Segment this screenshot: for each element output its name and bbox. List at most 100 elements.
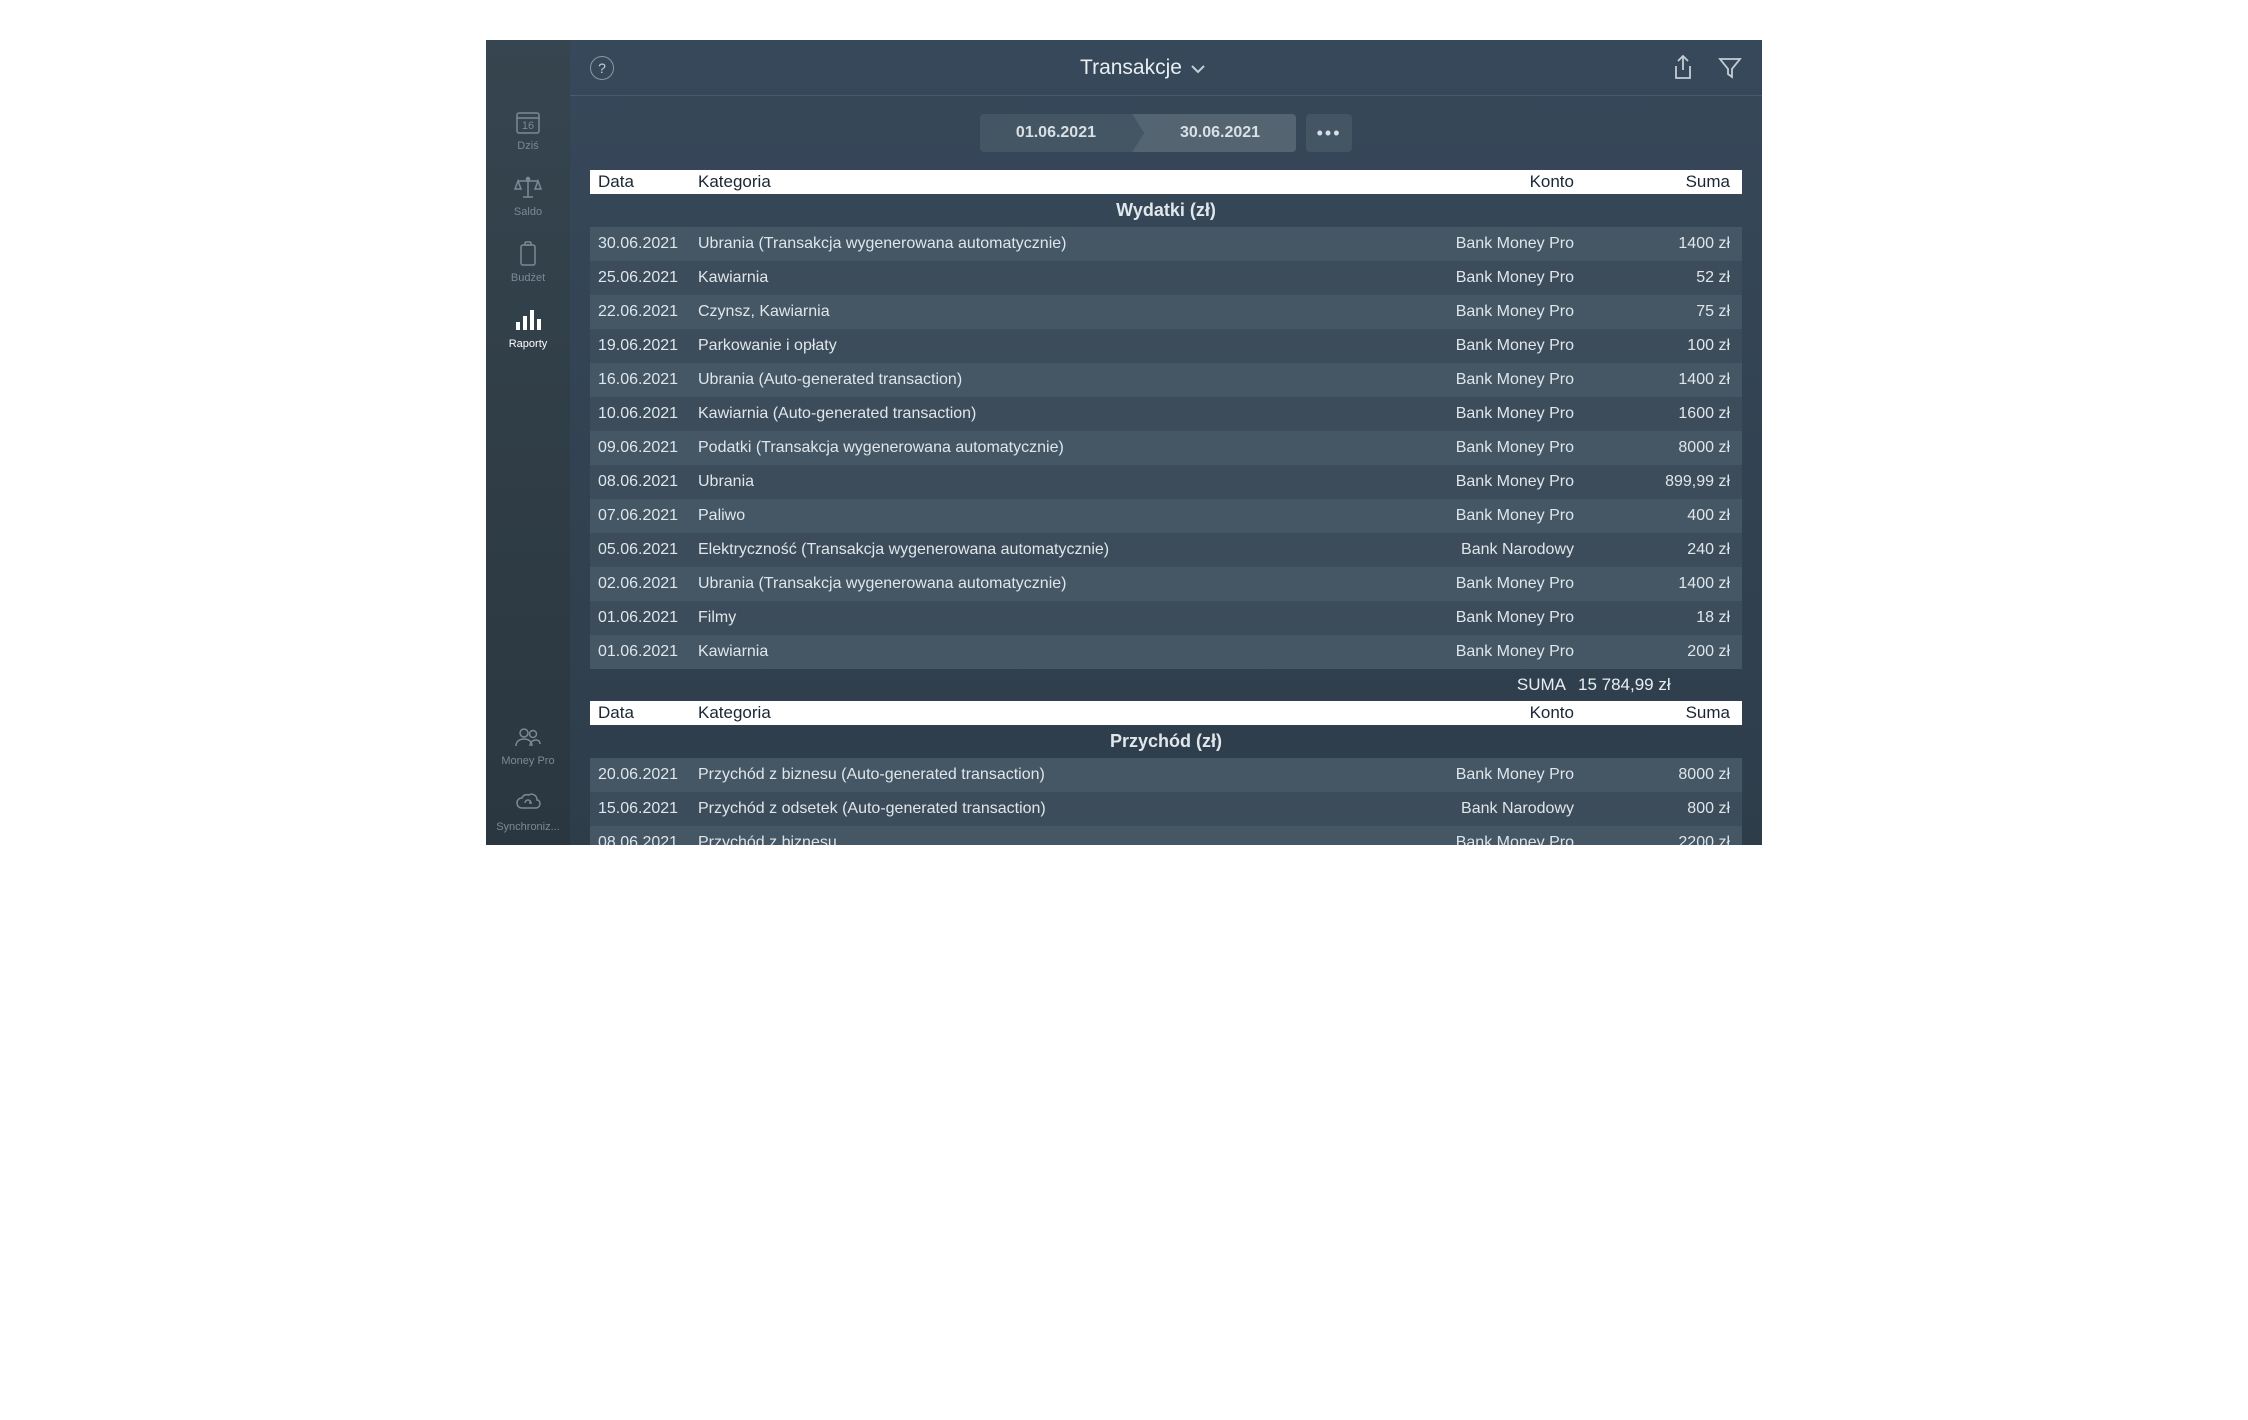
transaction-row[interactable]: 16.06.2021 Ubrania (Auto-generated trans… xyxy=(590,363,1742,397)
date-end[interactable]: 30.06.2021 xyxy=(1132,114,1296,152)
cell-category: Podatki (Transakcja wygenerowana automat… xyxy=(698,439,1424,457)
col-header-category: Kategoria xyxy=(698,703,1424,723)
date-start[interactable]: 01.06.2021 xyxy=(980,114,1132,152)
title-dropdown[interactable]: Transakcje xyxy=(614,56,1672,80)
section-title: Wydatki (zł) xyxy=(590,194,1742,227)
section-total-row: SUMA 15 784,99 zł xyxy=(590,669,1742,701)
share-button[interactable] xyxy=(1672,55,1694,81)
transaction-row[interactable]: 25.06.2021 Kawiarnia Bank Money Pro 52 z… xyxy=(590,261,1742,295)
cell-account: Bank Money Pro xyxy=(1424,405,1574,423)
column-header-row: Data Kategoria Konto Suma xyxy=(590,701,1742,725)
col-header-sum: Suma xyxy=(1574,172,1734,192)
scales-icon xyxy=(514,174,542,202)
sidebar-item-budget[interactable]: Budżet xyxy=(486,230,570,296)
cell-date: 07.06.2021 xyxy=(598,507,698,525)
filter-button[interactable] xyxy=(1718,56,1742,80)
sidebar-item-today[interactable]: 16 Dziś xyxy=(486,98,570,164)
cell-sum: 8000 zł xyxy=(1574,439,1734,457)
date-range-selector: 01.06.2021 30.06.2021 xyxy=(980,114,1296,152)
cell-category: Kawiarnia xyxy=(698,269,1424,287)
cell-account: Bank Money Pro xyxy=(1424,371,1574,389)
sidebar-item-reports[interactable]: Raporty xyxy=(486,296,570,362)
transaction-row[interactable]: 05.06.2021 Elektryczność (Transakcja wyg… xyxy=(590,533,1742,567)
people-icon xyxy=(514,723,542,751)
transaction-row[interactable]: 01.06.2021 Filmy Bank Money Pro 18 zł xyxy=(590,601,1742,635)
cell-sum: 800 zł xyxy=(1574,800,1734,818)
transaction-row[interactable]: 22.06.2021 Czynsz, Kawiarnia Bank Money … xyxy=(590,295,1742,329)
cell-category: Ubrania xyxy=(698,473,1424,491)
page-title: Transakcje xyxy=(1080,56,1182,80)
sidebar-item-balance[interactable]: Saldo xyxy=(486,164,570,230)
cell-category: Parkowanie i opłaty xyxy=(698,337,1424,355)
cell-date: 20.06.2021 xyxy=(598,766,698,784)
sidebar-item-sync[interactable]: Synchroniz... xyxy=(486,779,570,845)
transaction-row[interactable]: 19.06.2021 Parkowanie i opłaty Bank Mone… xyxy=(590,329,1742,363)
cell-account: Bank Narodowy xyxy=(1424,541,1574,559)
app-window: 16 Dziś Saldo xyxy=(486,40,1762,845)
sidebar-label: Money Pro xyxy=(501,755,554,767)
bars-icon xyxy=(514,306,542,334)
help-button[interactable]: ? xyxy=(590,56,614,80)
cell-category: Kawiarnia xyxy=(698,643,1424,661)
cell-sum: 400 zł xyxy=(1574,507,1734,525)
cell-category: Ubrania (Auto-generated transaction) xyxy=(698,371,1424,389)
transaction-row[interactable]: 30.06.2021 Ubrania (Transakcja wygenerow… xyxy=(590,227,1742,261)
cell-sum: 52 zł xyxy=(1574,269,1734,287)
cell-date: 15.06.2021 xyxy=(598,800,698,818)
sidebar-item-moneypro[interactable]: Money Pro xyxy=(486,713,570,779)
top-actions xyxy=(1672,55,1742,81)
cell-category: Przychód z odsetek (Auto-generated trans… xyxy=(698,800,1424,818)
cell-account: Bank Money Pro xyxy=(1424,507,1574,525)
transaction-row[interactable]: 10.06.2021 Kawiarnia (Auto-generated tra… xyxy=(590,397,1742,431)
cell-sum: 75 zł xyxy=(1574,303,1734,321)
cell-category: Przychód z biznesu xyxy=(698,834,1424,845)
cell-date: 01.06.2021 xyxy=(598,609,698,627)
cell-category: Kawiarnia (Auto-generated transaction) xyxy=(698,405,1424,423)
cell-sum: 200 zł xyxy=(1574,643,1734,661)
sidebar-label: Synchroniz... xyxy=(496,821,560,833)
cell-account: Bank Money Pro xyxy=(1424,766,1574,784)
cell-date: 19.06.2021 xyxy=(598,337,698,355)
cell-sum: 1600 zł xyxy=(1574,405,1734,423)
transaction-row[interactable]: 08.06.2021 Przychód z biznesu Bank Money… xyxy=(590,826,1742,845)
transaction-row[interactable]: 09.06.2021 Podatki (Transakcja wygenerow… xyxy=(590,431,1742,465)
sidebar-label: Dziś xyxy=(517,140,538,152)
cell-category: Przychód z biznesu (Auto-generated trans… xyxy=(698,766,1424,784)
cell-date: 05.06.2021 xyxy=(598,541,698,559)
transaction-row[interactable]: 01.06.2021 Kawiarnia Bank Money Pro 200 … xyxy=(590,635,1742,669)
cell-category: Paliwo xyxy=(698,507,1424,525)
battery-icon xyxy=(518,240,538,268)
main-content: ? Transakcje xyxy=(570,40,1762,845)
transaction-row[interactable]: 08.06.2021 Ubrania Bank Money Pro 899,99… xyxy=(590,465,1742,499)
cell-sum: 240 zł xyxy=(1574,541,1734,559)
col-header-sum: Suma xyxy=(1574,703,1734,723)
transaction-row[interactable]: 15.06.2021 Przychód z odsetek (Auto-gene… xyxy=(590,792,1742,826)
cell-date: 22.06.2021 xyxy=(598,303,698,321)
date-more-button[interactable]: ••• xyxy=(1306,114,1352,152)
cell-sum: 1400 zł xyxy=(1574,371,1734,389)
cell-account: Bank Money Pro xyxy=(1424,473,1574,491)
cell-category: Filmy xyxy=(698,609,1424,627)
cell-sum: 18 zł xyxy=(1574,609,1734,627)
cell-account: Bank Money Pro xyxy=(1424,235,1574,253)
cell-category: Ubrania (Transakcja wygenerowana automat… xyxy=(698,235,1424,253)
cell-date: 10.06.2021 xyxy=(598,405,698,423)
col-header-date: Data xyxy=(598,703,698,723)
cell-category: Czynsz, Kawiarnia xyxy=(698,303,1424,321)
cell-account: Bank Money Pro xyxy=(1424,269,1574,287)
sidebar: 16 Dziś Saldo xyxy=(486,40,570,845)
total-label: SUMA xyxy=(598,675,1574,695)
cell-date: 08.06.2021 xyxy=(598,834,698,845)
transaction-row[interactable]: 07.06.2021 Paliwo Bank Money Pro 400 zł xyxy=(590,499,1742,533)
svg-text:16: 16 xyxy=(522,120,534,132)
chevron-down-icon xyxy=(1190,56,1206,80)
cell-date: 09.06.2021 xyxy=(598,439,698,457)
cell-sum: 2200 zł xyxy=(1574,834,1734,845)
transaction-row[interactable]: 20.06.2021 Przychód z biznesu (Auto-gene… xyxy=(590,758,1742,792)
transaction-row[interactable]: 02.06.2021 Ubrania (Transakcja wygenerow… xyxy=(590,567,1742,601)
cell-account: Bank Money Pro xyxy=(1424,643,1574,661)
cloud-sync-icon xyxy=(514,789,542,817)
sidebar-label: Saldo xyxy=(514,206,542,218)
column-header-row: Data Kategoria Konto Suma xyxy=(590,170,1742,194)
cell-account: Bank Money Pro xyxy=(1424,439,1574,457)
